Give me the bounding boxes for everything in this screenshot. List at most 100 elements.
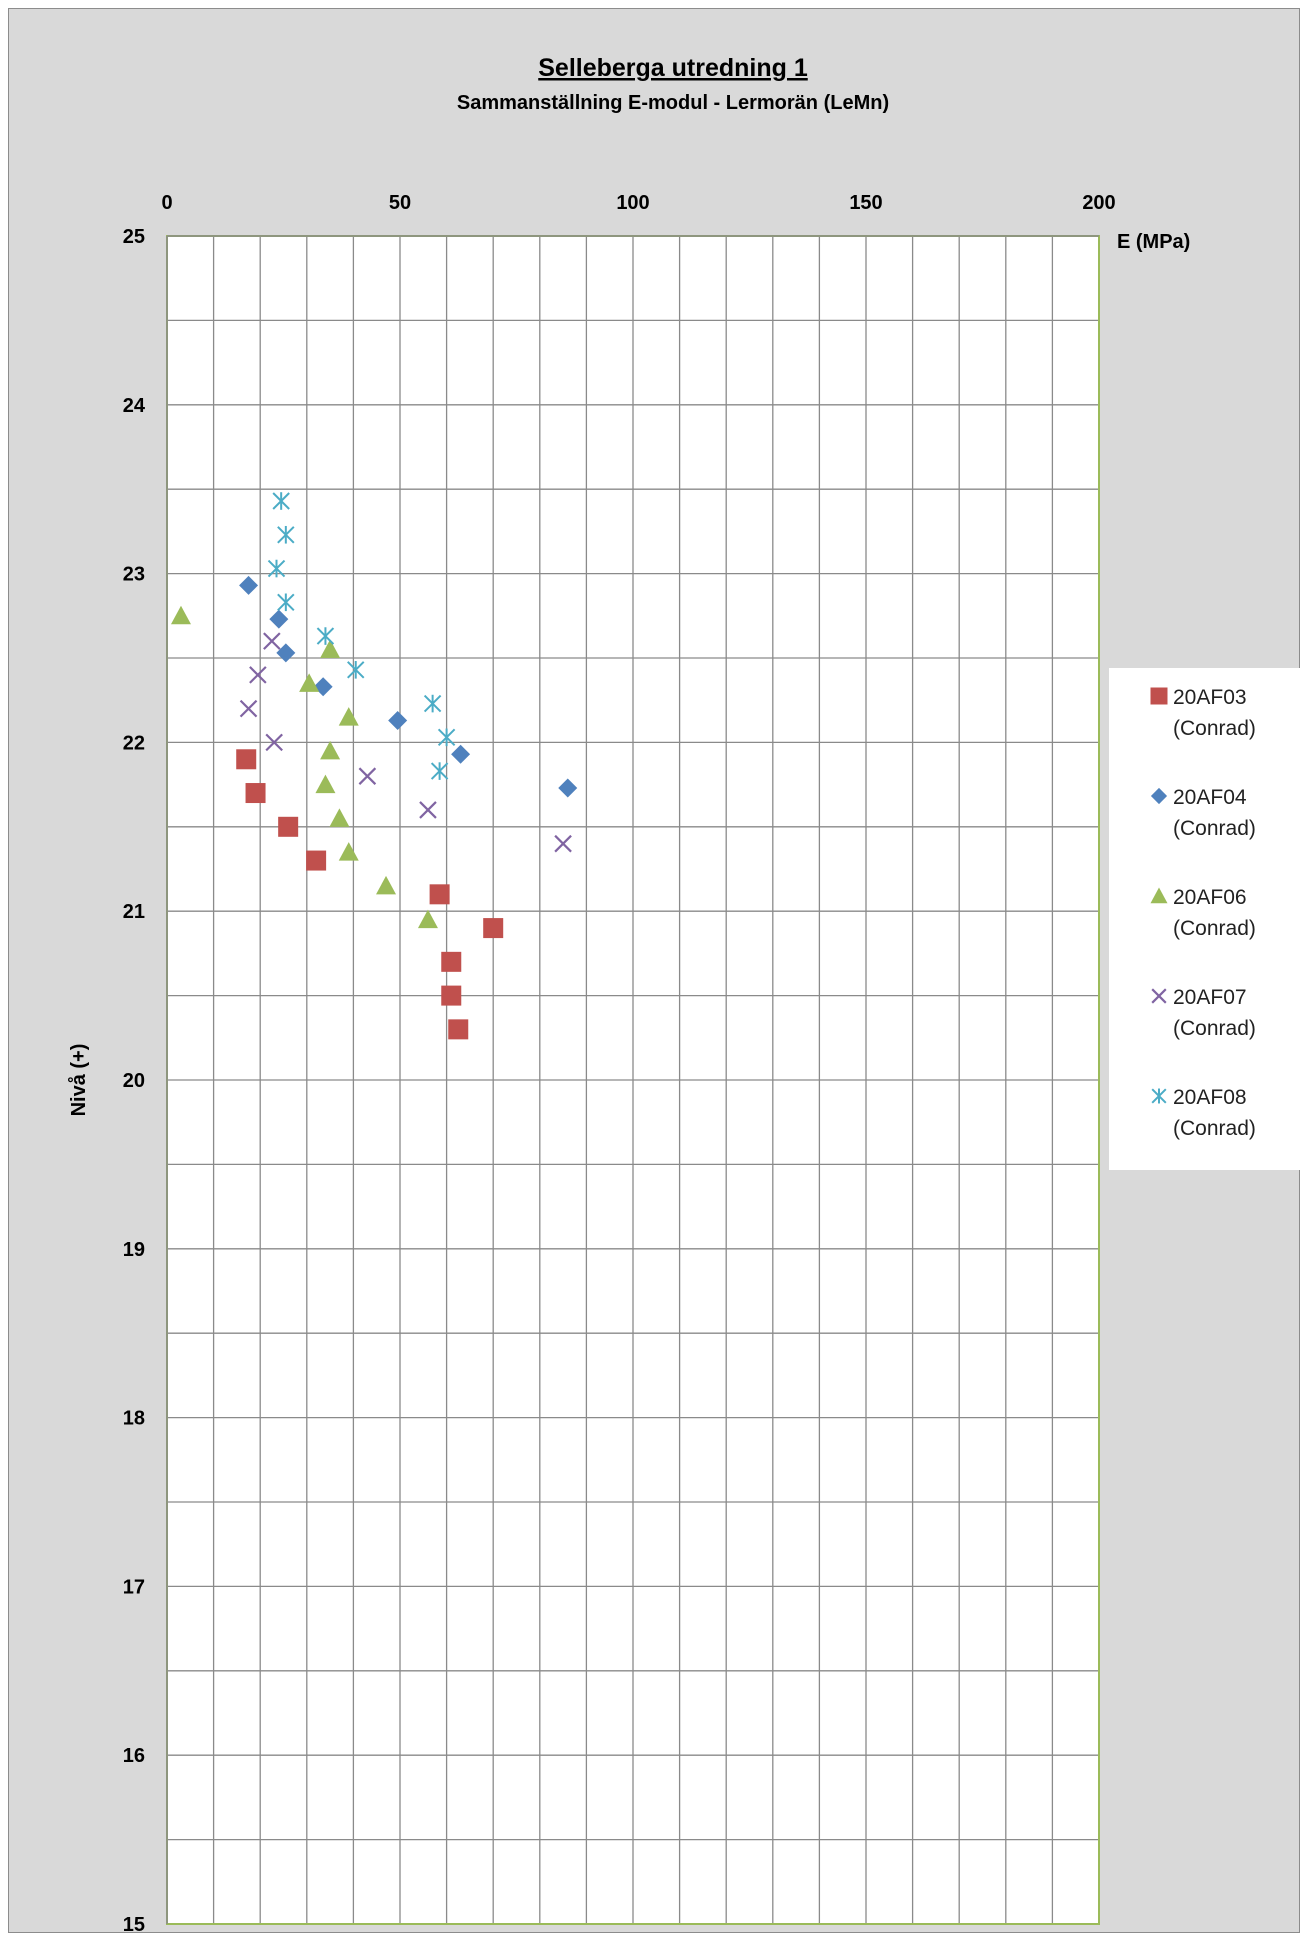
data-point-20af03 <box>278 816 299 837</box>
legend-label: 20AF08 <box>1173 1086 1247 1109</box>
data-point-20af06 <box>417 909 438 929</box>
gridlines <box>167 236 1099 1924</box>
legend-box <box>1109 668 1301 1170</box>
x-tick-label: 200 <box>1082 192 1115 214</box>
data-point-20af08 <box>423 694 442 713</box>
series-20af08 <box>267 492 456 780</box>
x-stroke <box>554 834 572 853</box>
chart-area: Selleberga utredning 1 Sammanställning E… <box>8 8 1301 1934</box>
data-point-20af06 <box>320 639 341 659</box>
legend-label: 20AF06 <box>1173 886 1247 909</box>
data-point-20af08 <box>316 627 335 645</box>
data-point-20af08 <box>347 661 365 679</box>
legend-item-20af03: 20AF03 (Conrad) <box>1150 686 1256 740</box>
data-point-20af06 <box>329 808 350 827</box>
legend: 20AF03 (Conrad) 20AF04 (Conrad) 20AF06 (Conra… <box>1109 668 1301 1170</box>
y-tick-label: 22 <box>123 732 145 754</box>
data-point-20af08 <box>437 728 456 747</box>
data-point-20af07 <box>249 666 267 684</box>
series-20af03 <box>236 749 504 1040</box>
chart-title: Selleberga utredning 1 <box>538 54 808 82</box>
legend-item-20af07: 20AF07 (Conrad) <box>1151 986 1256 1040</box>
legend-marker <box>1150 887 1168 904</box>
legend-marker <box>1151 1088 1167 1104</box>
series-20af07 <box>239 632 572 853</box>
data-point-20af08 <box>272 492 290 510</box>
data-point-20af08 <box>277 525 295 544</box>
data-point-20af07 <box>263 632 281 650</box>
data-point-20af07 <box>419 801 437 819</box>
data-point-20af04 <box>239 575 259 595</box>
data-point-20af03 <box>245 783 266 804</box>
scatter-chart: Selleberga utredning 1 Sammanställning E… <box>67 54 1301 1934</box>
y-tick-label: 20 <box>123 1070 145 1092</box>
legend-sublabel: (Conrad) <box>1173 1017 1256 1040</box>
legend-marker <box>1150 687 1168 705</box>
y-tick-label: 25 <box>123 226 145 248</box>
x-tick-label: 0 <box>161 192 172 214</box>
legend-sublabel: (Conrad) <box>1173 917 1256 940</box>
data-point-20af06 <box>315 774 336 794</box>
data-point-20af04 <box>558 778 578 798</box>
data-point-20af06 <box>376 875 397 895</box>
x-stroke <box>358 767 377 785</box>
data-point-20af07 <box>358 767 377 785</box>
data-point-20af08 <box>267 559 286 578</box>
y-tick-label: 21 <box>123 901 145 923</box>
x-tick-label: 150 <box>849 192 882 214</box>
x-tick-label: 100 <box>616 192 649 214</box>
series-20af04 <box>239 575 578 798</box>
data-point-20af06 <box>170 605 191 625</box>
data-point-20af04 <box>269 609 289 629</box>
legend-label: 20AF04 <box>1173 786 1247 809</box>
data-point-20af06 <box>320 740 341 760</box>
legend-sublabel: (Conrad) <box>1173 817 1256 840</box>
data-point-20af06 <box>338 842 359 861</box>
data-point-20af04 <box>388 710 408 730</box>
legend-marker <box>1150 787 1168 805</box>
data-point-20af04 <box>451 744 471 764</box>
y-tick-label: 24 <box>123 395 146 417</box>
legend-item-20af06: 20AF06 (Conrad) <box>1150 886 1256 940</box>
x-stroke <box>265 733 283 752</box>
data-point-20af04 <box>276 643 296 663</box>
data-point-20af06 <box>299 673 320 692</box>
y-tick-label: 18 <box>123 1408 145 1430</box>
data-point-20af03 <box>448 1019 469 1040</box>
data-point-20af08 <box>430 762 449 780</box>
y-tick-label: 16 <box>123 1745 145 1767</box>
plot-layer: 0 50 100 150 200 25 24 23 22 21 20 19 18 17 16 15 E (MPa… <box>67 192 1301 1934</box>
data-point-20af07 <box>239 699 258 718</box>
y-tick-label: 15 <box>123 1914 145 1934</box>
y-tick-label: 19 <box>123 1239 145 1261</box>
data-point-20af03 <box>429 884 450 905</box>
data-point-20af06 <box>338 707 359 726</box>
x-stroke <box>1151 988 1167 1004</box>
data-point-20af03 <box>441 951 462 972</box>
x-stroke <box>239 699 258 718</box>
y-tick-label: 23 <box>123 564 145 586</box>
data-point-20af03 <box>441 985 462 1006</box>
x-stroke <box>249 666 267 684</box>
y-tick-label: 17 <box>123 1576 145 1598</box>
legend-item-20af04: 20AF04 (Conrad) <box>1150 786 1256 840</box>
legend-sublabel: (Conrad) <box>1173 1117 1256 1140</box>
data-point-20af07 <box>554 834 572 853</box>
legend-label: 20AF03 <box>1173 686 1247 709</box>
legend-marker <box>1151 988 1167 1004</box>
legend-label: 20AF07 <box>1173 986 1247 1009</box>
data-point-20af03 <box>306 850 327 871</box>
data-point-20af07 <box>265 733 283 752</box>
x-axis-title: E (MPa) <box>1117 231 1190 253</box>
data-point-20af08 <box>277 593 295 612</box>
data-point-20af03 <box>236 749 257 770</box>
legend-sublabel: (Conrad) <box>1173 717 1256 740</box>
y-axis-title: Nivå (+) <box>67 1044 90 1117</box>
data-point-20af03 <box>483 918 504 939</box>
series-20af06 <box>170 605 438 929</box>
x-stroke <box>419 801 437 819</box>
chart-subtitle: Sammanställning E-modul - Lermorän (LeMn… <box>457 92 889 114</box>
x-stroke <box>263 632 281 650</box>
legend-item-20af08: 20AF08 (Conrad) <box>1151 1086 1256 1140</box>
x-tick-label: 50 <box>389 192 411 214</box>
